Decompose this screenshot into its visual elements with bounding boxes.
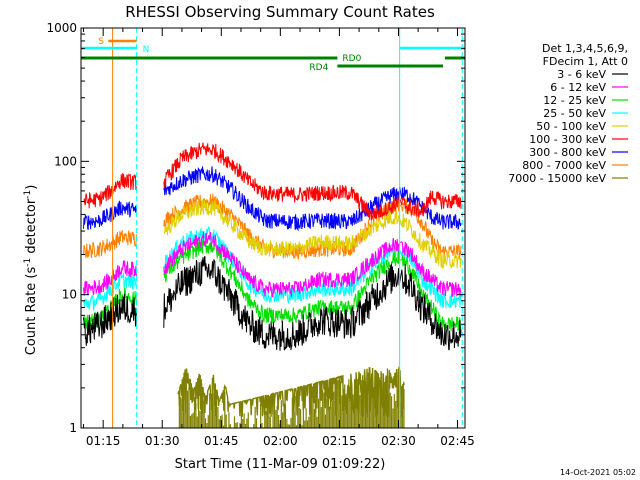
legend-header: Det 1,3,4,5,6,9,	[542, 42, 628, 55]
legend-label: 6 - 12 keV	[550, 81, 606, 94]
series-line-7	[83, 166, 462, 232]
plot-area: S N RD0 RD4 1 10 100 1000 01:15 01:30 01:45 02:00 02…	[46, 21, 474, 448]
y-tick-label: 100	[54, 154, 77, 168]
chart-title: RHESSI Observing Summary Count Rates	[125, 3, 435, 21]
y-axis-label-part2: detector	[24, 198, 39, 258]
legend-label: 7000 - 15000 keV	[508, 172, 606, 185]
legend-label: 50 - 100 keV	[536, 120, 606, 133]
y-axis-label-sup2: -1	[23, 190, 33, 199]
x-tick-label: 02:30	[381, 434, 416, 448]
x-tick-label: 02:15	[322, 434, 357, 448]
series-line-8	[83, 193, 462, 260]
legend-label: 100 - 300 keV	[529, 133, 606, 146]
x-tick-label: 01:45	[204, 434, 239, 448]
series-line-5	[163, 199, 462, 269]
x-tick-label: 01:30	[145, 434, 180, 448]
legend-header: FDecim 1, Att 0	[543, 55, 628, 68]
series-line-1	[83, 256, 462, 351]
y-tick-label: 1000	[46, 21, 77, 35]
saa-label: S	[98, 37, 104, 47]
y-axis-label: Count Rate (s-1 detector-1)	[23, 185, 39, 356]
x-tick-label: 02:00	[263, 434, 298, 448]
y-axis-label-part1: Count Rate (s	[24, 267, 39, 356]
night-label: N	[143, 45, 150, 55]
series-line-6	[83, 142, 462, 221]
plot-frame	[80, 27, 466, 429]
series-line-2	[83, 231, 462, 298]
legend-label: 25 - 50 keV	[543, 107, 606, 120]
legend-label: 12 - 25 keV	[543, 94, 606, 107]
y-axis-label-part3: )	[24, 185, 39, 190]
legend-label: 300 - 800 keV	[529, 146, 606, 159]
rd4-label: RD4	[309, 63, 328, 73]
rd0-label: RD0	[342, 54, 361, 64]
legend: Det 1,3,4,5,6,9,FDecim 1, Att 03 - 6 keV…	[508, 42, 628, 185]
x-tick-label: 02:45	[440, 434, 475, 448]
legend-label: 3 - 6 keV	[557, 68, 606, 81]
legend-label: 800 - 7000 keV	[522, 159, 606, 172]
x-axis-label: Start Time (11-Mar-09 01:09:22)	[175, 457, 386, 472]
y-tick-label: 10	[62, 288, 77, 302]
y-tick-label: 1	[69, 421, 77, 435]
timestamp: 14-Oct-2021 05:02	[560, 468, 636, 477]
y-axis-label-sup1: -1	[23, 258, 33, 267]
x-tick-label: 01:15	[86, 434, 121, 448]
